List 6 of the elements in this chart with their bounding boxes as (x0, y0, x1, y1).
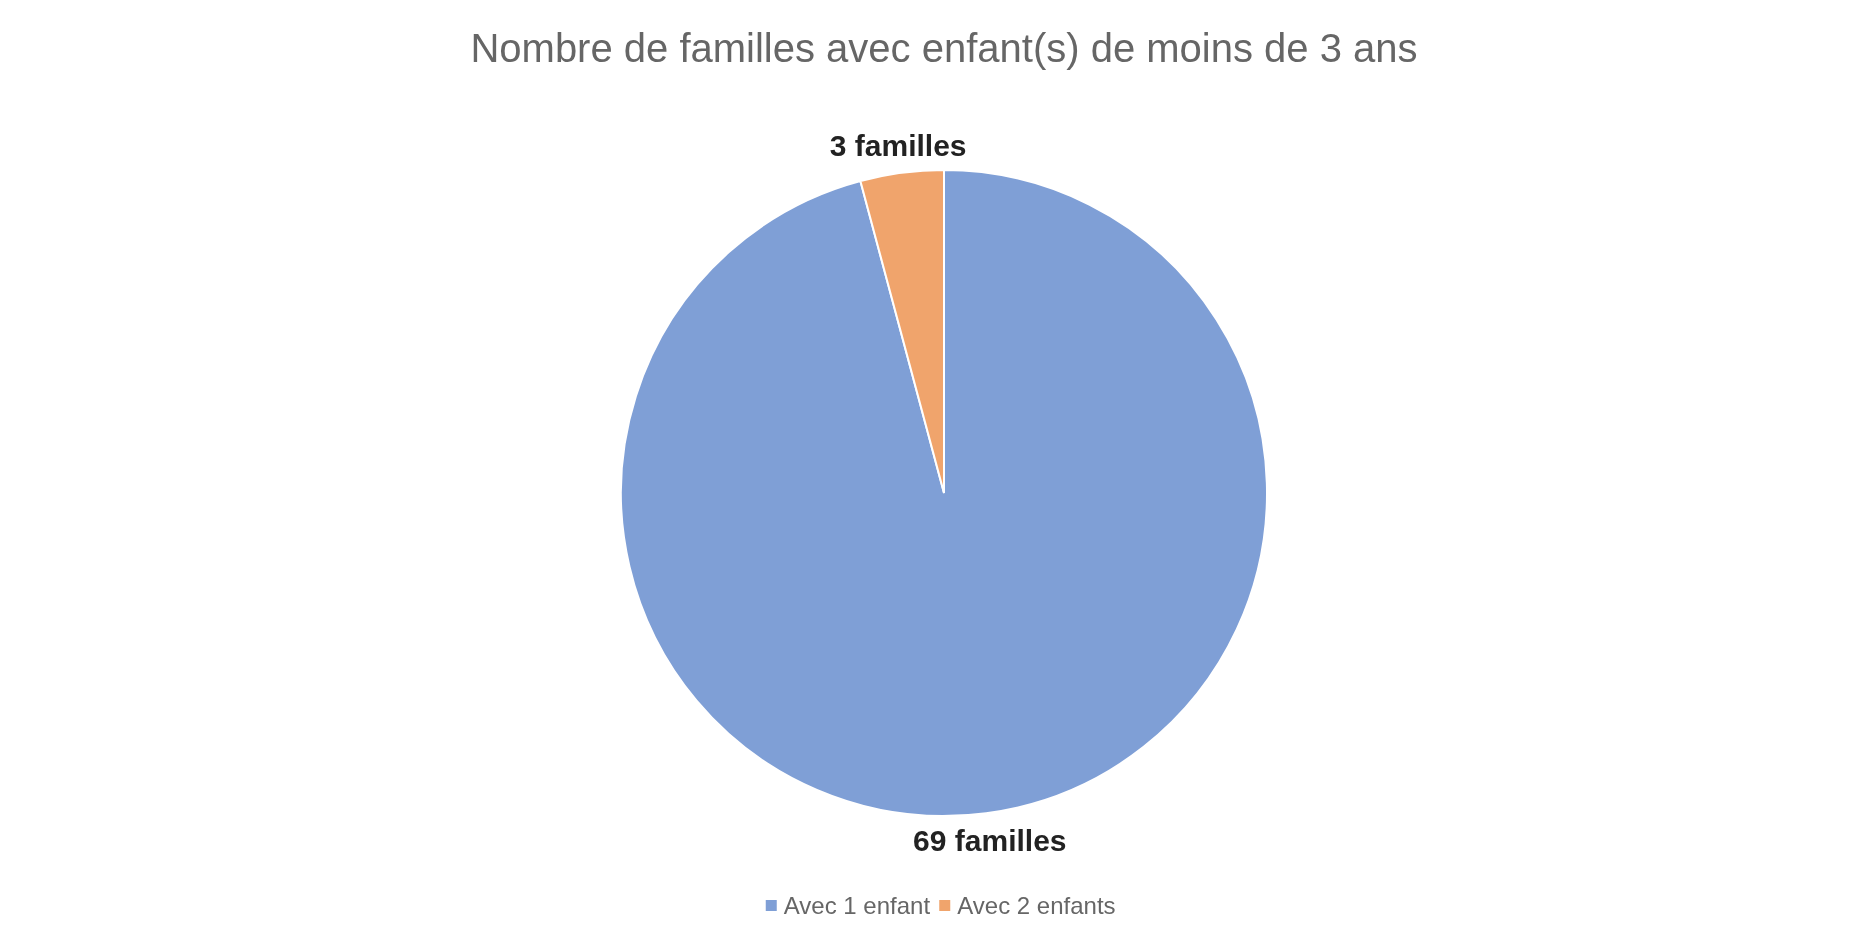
chart-title: Nombre de familles avec enfant(s) de moins de 3 ans (470, 26, 1418, 70)
data-label: 3 familles (829, 128, 967, 162)
data-label: 69 familles (913, 824, 1067, 858)
legend-label: Avec 1 enfant (783, 892, 931, 920)
legend-label: Avec 2 enfants (957, 892, 1116, 920)
pie-slice (620, 169, 1268, 817)
